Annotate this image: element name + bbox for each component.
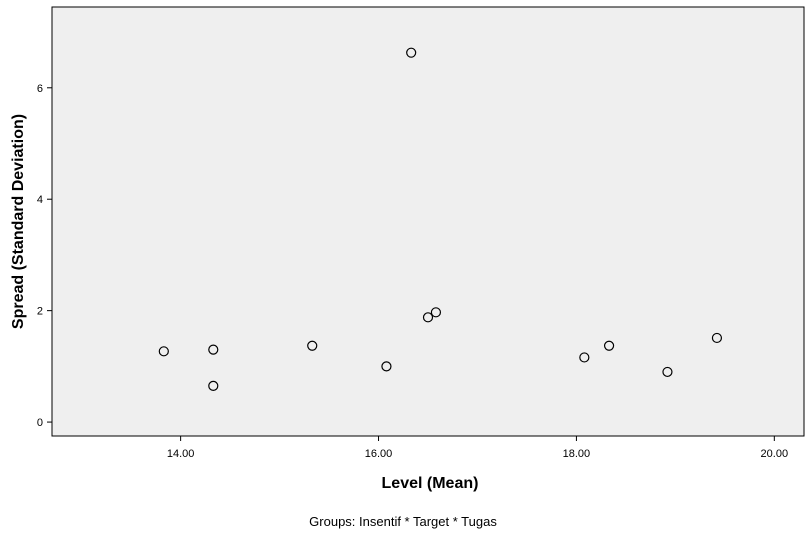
plot-area	[51, 6, 805, 437]
data-point	[381, 361, 392, 372]
y-tick-label: 4	[37, 194, 43, 206]
data-point	[158, 346, 169, 357]
data-point	[406, 47, 417, 58]
data-point	[579, 352, 590, 363]
data-point	[603, 340, 615, 351]
data-points	[158, 47, 723, 391]
x-axis-title: Level (Mean)	[382, 475, 479, 492]
data-point	[430, 307, 442, 318]
x-axis: 14.00 16.00 18.00 20.00	[167, 436, 788, 460]
data-point	[307, 340, 318, 351]
y-tick-label: 2	[37, 306, 43, 318]
x-tick-label: 20.00	[761, 448, 789, 460]
data-point	[208, 344, 219, 355]
data-point	[711, 332, 723, 344]
x-tick-label: 16.00	[365, 448, 393, 460]
x-tick-label: 18.00	[563, 448, 591, 460]
y-tick-label: 6	[37, 83, 43, 95]
data-point	[208, 380, 219, 391]
x-tick-label: 14.00	[167, 448, 195, 460]
y-tick-label: 0	[37, 417, 43, 429]
groups-footnote: Groups: Insentif * Target * Tugas	[309, 514, 497, 529]
y-axis-title: Spread (Standard Deviation)	[10, 114, 27, 329]
y-axis: 0 2 4 6	[37, 83, 52, 429]
data-point	[422, 312, 434, 323]
data-point	[662, 366, 673, 378]
